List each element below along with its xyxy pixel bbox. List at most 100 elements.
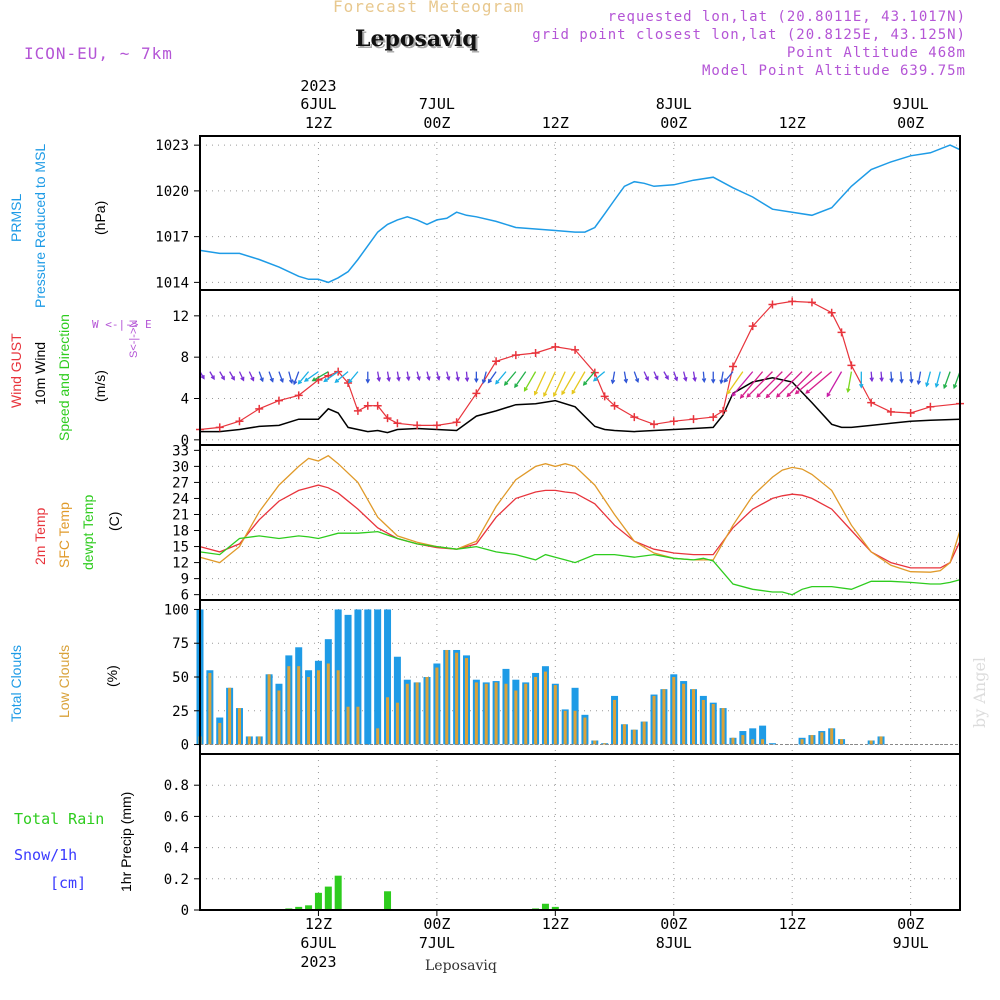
wind-gust-marker: [838, 328, 846, 336]
low-cloud-bar: [870, 740, 873, 744]
precip-rain-label: Total Rain: [14, 810, 104, 828]
rain-bar: [335, 876, 342, 910]
wind-gust-marker: [551, 343, 559, 351]
wind-arrow: [944, 372, 950, 388]
low-cloud-bar: [268, 674, 271, 744]
y-tick-label: 30: [172, 459, 189, 475]
wind-gust-marker: [255, 405, 263, 413]
pressure-label-msl: Pressure Reduced to MSL: [32, 144, 48, 308]
wind-gust-marker: [650, 420, 658, 428]
wind-gust-marker: [907, 409, 915, 417]
wind-arrow: [349, 372, 358, 383]
wind-gust-marker: [354, 407, 362, 415]
rain-bar: [315, 893, 322, 910]
low-cloud-bar: [564, 711, 567, 745]
wind-gust-marker: [630, 413, 638, 421]
low-cloud-bar: [672, 677, 675, 745]
temp-2m-label: 2m Temp: [32, 508, 48, 565]
requested-coords: requested lon,lat (20.8011E, 43.1017N): [608, 9, 966, 25]
pressure-unit: (hPa): [92, 201, 108, 235]
low-cloud-bar: [337, 670, 340, 744]
bottom-time-label: 12Z: [305, 915, 332, 933]
top-time-label: 12Z: [779, 114, 806, 132]
wind-gust-marker: [828, 309, 836, 317]
top-time-label: 00Z: [897, 114, 924, 132]
panel-frame-temperature: [200, 445, 960, 600]
y-tick-label: 1020: [155, 184, 189, 200]
total-cloud-bar: [364, 609, 371, 744]
y-tick-label: 1017: [155, 230, 189, 246]
low-cloud-bar: [830, 728, 833, 744]
low-cloud-bar: [208, 673, 211, 745]
wind-arrow: [725, 372, 733, 382]
model-name: ICON-EU, ~ 7km: [24, 44, 173, 63]
low-cloud-bar: [712, 704, 715, 745]
y-tick-label: 21: [172, 507, 189, 523]
wind-gust-marker: [235, 417, 243, 425]
low-cloud-bar: [574, 711, 577, 745]
wind-gust-marker: [492, 357, 500, 365]
wind-arrow: [489, 372, 497, 383]
low-cloud-bar: [820, 732, 823, 744]
low-cloud-bar: [544, 672, 547, 745]
y-tick-label: 0: [181, 738, 189, 754]
low-cloud-bar: [623, 724, 626, 744]
footer-location: Leposaviq: [425, 958, 497, 974]
wind-compass-ns: S<-|->N: [128, 320, 140, 358]
top-time-label: 00Z: [660, 114, 687, 132]
low-cloud-bar: [356, 707, 359, 745]
location-title: Leposaviq: [355, 26, 478, 52]
y-tick-label: 50: [172, 670, 189, 686]
low-cloud-bar: [702, 700, 705, 745]
low-cloud-bar: [495, 682, 498, 744]
wind-gust-marker: [216, 423, 224, 431]
low-cloud-bar: [633, 730, 636, 745]
wind-gust-marker: [433, 421, 441, 429]
temp-sfc-line: [200, 456, 960, 573]
wind-compass-we: W <-|-> E: [92, 318, 152, 331]
wind-gust-marker: [729, 362, 737, 370]
low-cloud-bar: [810, 735, 813, 744]
bottom-time-label: 12Z: [542, 915, 569, 933]
low-cloud-bar: [741, 735, 744, 744]
y-tick-label: 1014: [155, 275, 189, 291]
low-cloud-bar: [653, 696, 656, 745]
y-tick-label: 0.4: [164, 841, 189, 857]
low-cloud-bar: [297, 666, 300, 744]
low-cloud-bar: [228, 688, 231, 745]
low-cloud-bar: [386, 697, 389, 744]
low-cloud-bar: [218, 723, 221, 745]
top-time-label: 9JUL: [893, 95, 929, 113]
wind-gust-marker: [532, 349, 540, 357]
precip-snow-label: Snow/1h: [14, 846, 77, 864]
low-cloud-bar: [751, 739, 754, 744]
y-tick-label: 24: [172, 491, 189, 507]
low-cloud-bar: [722, 708, 725, 744]
low-cloud-bar: [801, 739, 804, 744]
wind-gust-label: Wind GUST: [8, 333, 24, 408]
low-cloud-bar: [248, 736, 251, 744]
wind-arrow: [827, 372, 841, 397]
y-tick-label: 4: [181, 392, 189, 408]
y-tick-label: 9: [181, 572, 189, 588]
wind-gust-marker: [887, 408, 895, 416]
data-layer: [196, 145, 964, 910]
y-tick-label: 8: [181, 350, 189, 366]
top-year-label: 2023: [300, 77, 336, 95]
temp-dew-label: dewpt Temp: [80, 495, 96, 570]
low-cloud-bar: [287, 666, 290, 744]
y-tick-label: 18: [172, 524, 189, 540]
low-cloud-bar: [840, 739, 843, 744]
bottom-time-label: 00Z: [897, 915, 924, 933]
wind-arrow: [572, 372, 585, 394]
wind-gust-marker: [690, 415, 698, 423]
low-cloud-bar: [613, 700, 616, 745]
bottom-time-label: 9JUL: [893, 934, 929, 952]
low-cloud-bar: [880, 736, 883, 744]
y-tick-label: 12: [172, 309, 189, 325]
top-time-label: 7JUL: [419, 95, 455, 113]
app-title: Forecast Meteogram: [333, 0, 524, 16]
low-cloud-bar: [376, 728, 379, 744]
wind-gust-marker: [393, 419, 401, 427]
top-time-label: 00Z: [423, 114, 450, 132]
